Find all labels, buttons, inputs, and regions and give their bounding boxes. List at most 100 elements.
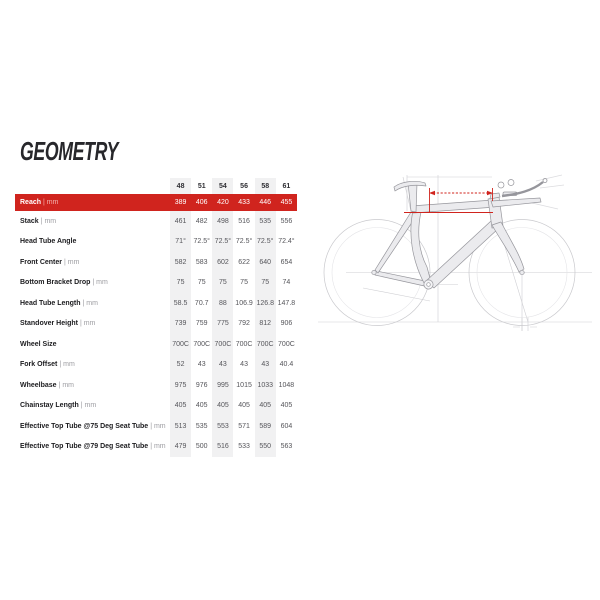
value-cell: 533 xyxy=(238,443,250,451)
value-cell: 759 xyxy=(195,320,208,328)
value-cell: 602 xyxy=(212,252,234,273)
value-cell: 75 xyxy=(212,272,234,293)
row-unit: | mm xyxy=(64,258,80,266)
value-cell: 43 xyxy=(212,354,234,375)
value-cell: 582 xyxy=(170,252,192,273)
table-row: Standover Height | mm 739 759 775 792 812 906 xyxy=(15,313,297,334)
value-cell: 975 xyxy=(170,375,192,396)
value-cell: 70.7 xyxy=(194,299,209,307)
row-label: Chainstay Length | mm xyxy=(20,402,97,410)
dimension-guides xyxy=(318,175,592,331)
front-rim xyxy=(476,227,568,318)
value-cell: 479 xyxy=(170,436,192,457)
row-label: Stack | mm xyxy=(20,217,57,225)
value-cell: 72.5° xyxy=(193,238,210,246)
value-cell: 72.5° xyxy=(254,231,276,252)
rear-dropout xyxy=(371,269,377,276)
row-label: Fork Offset | mm xyxy=(20,361,75,369)
value-cell: 43 xyxy=(254,354,276,375)
value-cell: 71° xyxy=(170,231,192,252)
value-cell: 389 xyxy=(174,199,187,206)
table-row: Stack | mm 461 482 498 516 535 556 xyxy=(15,211,297,232)
value-cell: 406 xyxy=(195,199,208,206)
row-label: Front Center | mm xyxy=(20,258,80,266)
row-label: Head Tube Length | mm xyxy=(20,299,98,307)
rear-wheel xyxy=(323,219,431,326)
reach-arrow-right xyxy=(487,190,493,196)
value-cell: 700C xyxy=(170,334,192,355)
value-cell: 40.4 xyxy=(279,361,294,369)
row-unit: | mm xyxy=(80,402,97,410)
value-cell: 700C xyxy=(193,340,211,348)
arm-cup-left xyxy=(497,181,505,189)
value-cell: 498 xyxy=(212,211,234,232)
value-cell: 75 xyxy=(197,279,206,287)
table-row: Reach | mm 389 406 420 433 446 455 xyxy=(15,194,297,211)
size-column-header-48: 48 xyxy=(170,178,192,194)
row-label: Head Tube Angle xyxy=(20,238,77,246)
bottom-bracket-axle xyxy=(426,282,431,287)
value-cell: 405 xyxy=(195,402,208,410)
row-label: Effective Top Tube @75 Deg Seat Tube | mm xyxy=(20,422,166,430)
row-unit: | mm xyxy=(82,299,98,307)
size-column-header-58: 58 xyxy=(254,178,276,194)
table-row: Effective Top Tube @79 Deg Seat Tube | mm… xyxy=(15,436,297,457)
value-cell: 446 xyxy=(259,199,272,206)
value-cell: 126.8 xyxy=(254,293,276,314)
value-cell: 1015 xyxy=(236,381,252,389)
value-cell: 405 xyxy=(238,402,250,410)
value-cell: 516 xyxy=(238,217,250,225)
table-row: Head Tube Angle 71° 72.5° 72.5° 72.5° 72.5° 72… xyxy=(15,231,297,252)
value-cell: 553 xyxy=(212,416,234,437)
size-column-header-54: 54 xyxy=(212,178,234,194)
value-cell: 405 xyxy=(254,395,276,416)
reach-dimension xyxy=(404,188,493,213)
value-cell: 563 xyxy=(280,443,293,451)
table-body: Reach | mm 389 406 420 433 446 455 Stack | mm 461 4… xyxy=(15,194,297,457)
value-cell: 482 xyxy=(195,217,208,225)
aerobar-extensions xyxy=(497,178,548,198)
value-cell: 455 xyxy=(280,199,293,206)
value-cell: 147.8 xyxy=(277,299,296,307)
size-column-header-56: 56 xyxy=(240,182,248,190)
value-cell: 516 xyxy=(212,436,234,457)
size-column-header-61: 61 xyxy=(282,182,291,190)
table-row: Head Tube Length | mm 58.5 70.7 88 106.9 126.8… xyxy=(15,293,297,314)
front-dropout xyxy=(519,269,525,276)
row-unit: | mm xyxy=(43,199,59,206)
value-cell: 1033 xyxy=(254,375,276,396)
row-unit: | mm xyxy=(79,320,96,328)
row-unit: | mm xyxy=(58,381,75,389)
row-label: Wheelbase | mm xyxy=(20,381,75,389)
value-cell: 500 xyxy=(195,443,208,451)
value-cell: 74 xyxy=(282,279,291,287)
chainstay-dimension-line xyxy=(362,287,431,302)
value-cell: 700C xyxy=(212,334,234,355)
value-cell: 72.4° xyxy=(278,238,295,246)
geometry-table: 48 51 54 56 58 61 Reach | mm 389 406 420 433 446 455… xyxy=(15,178,297,457)
value-cell: 106.9 xyxy=(235,299,253,307)
value-cell: 75 xyxy=(254,272,276,293)
value-cell: 640 xyxy=(254,252,276,273)
ghost-outlines xyxy=(531,174,565,210)
table-row: Fork Offset | mm 52 43 43 43 43 40.4 xyxy=(15,354,297,375)
value-cell: 513 xyxy=(170,416,192,437)
reach-arrow-left xyxy=(429,190,435,196)
value-cell: 556 xyxy=(280,217,293,225)
value-cell: 420 xyxy=(217,199,229,206)
value-cell: 739 xyxy=(170,313,192,334)
base-bar xyxy=(490,197,542,208)
value-cell: 75 xyxy=(240,279,248,287)
value-cell: 43 xyxy=(197,361,206,369)
value-cell: 775 xyxy=(212,313,234,334)
value-cell: 792 xyxy=(238,320,250,328)
saddle xyxy=(393,181,427,192)
value-cell: 405 xyxy=(212,395,234,416)
value-cell: 976 xyxy=(195,381,208,389)
value-cell: 405 xyxy=(280,402,293,410)
value-cell: 700C xyxy=(254,334,276,355)
size-column-header-51: 51 xyxy=(197,182,206,190)
value-cell: 654 xyxy=(280,258,293,266)
arm-cup-right xyxy=(507,179,515,186)
value-cell: 700C xyxy=(235,340,253,348)
